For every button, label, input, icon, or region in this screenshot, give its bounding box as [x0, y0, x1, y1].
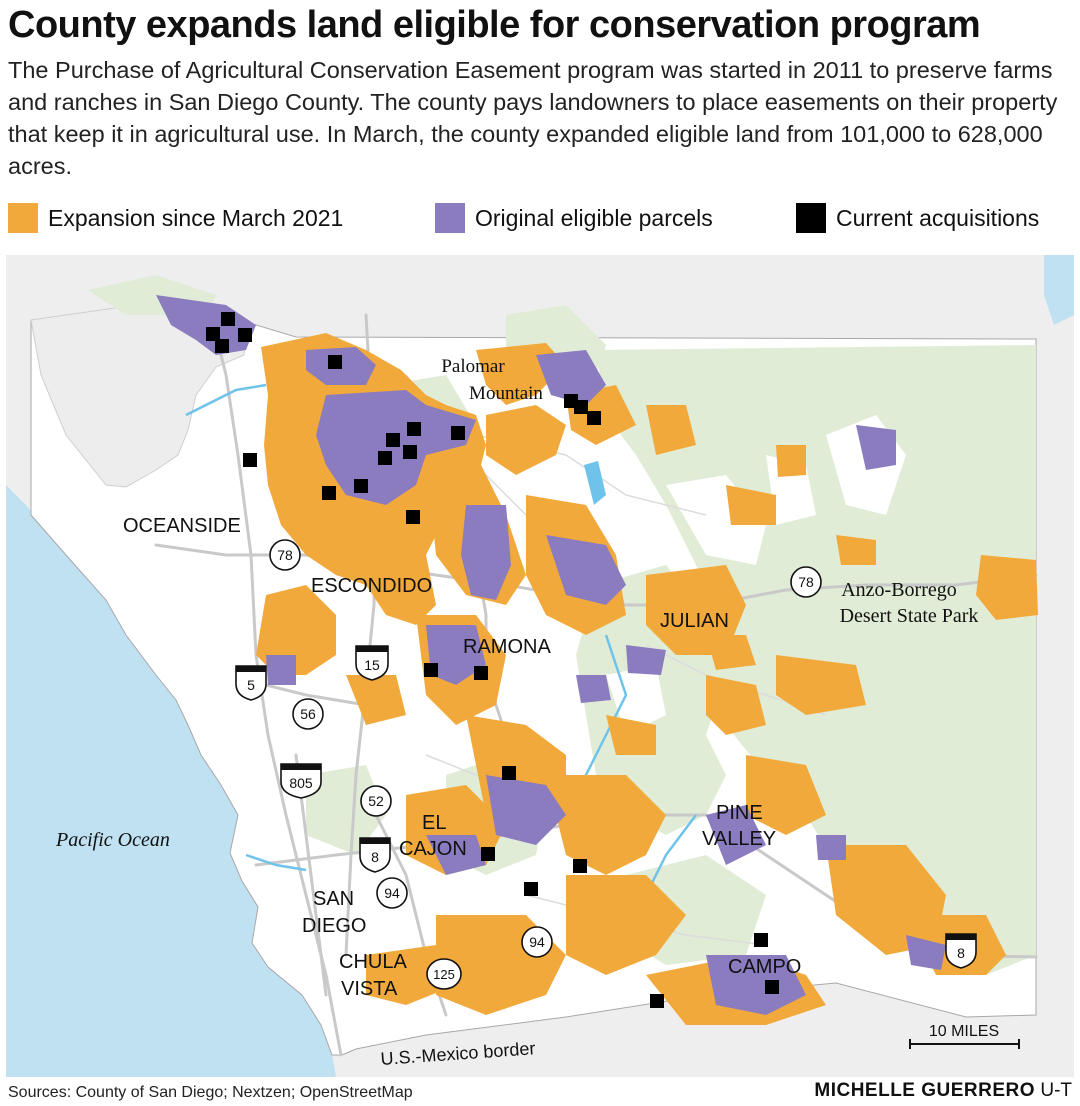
acquisition-marker — [328, 355, 342, 369]
label-oceanside: OCEANSIDE — [123, 515, 241, 537]
acquisition-marker — [243, 453, 257, 467]
acquisition-marker — [378, 451, 392, 465]
original-areas — [156, 295, 946, 1015]
route-94-east-label: 94 — [529, 934, 545, 950]
label-valley: VALLEY — [702, 828, 776, 850]
label-campo: CAMPO — [728, 956, 801, 978]
chart-title: County expands land eligible for conserv… — [8, 4, 981, 46]
interstate-805-shield: 805 — [280, 763, 322, 799]
legend-swatch-acquisitions — [796, 203, 826, 233]
route-125-shield: 125 — [426, 958, 462, 990]
acquisition-marker — [221, 312, 235, 326]
route-94-shield: 94 — [376, 877, 408, 909]
acquisition-marker — [481, 847, 495, 861]
interstate-8-west-shield: 8 — [359, 837, 391, 873]
label-pacific-ocean: Pacific Ocean — [55, 829, 170, 851]
legend-item-original: Original eligible parcels — [435, 200, 713, 236]
label-desert-state-park: Desert State Park — [840, 605, 979, 627]
acquisitions — [206, 312, 779, 1008]
acquisition-marker — [765, 980, 779, 994]
legend-swatch-original — [435, 203, 465, 233]
label-julian: JULIAN — [660, 610, 729, 632]
label-anzo-borrego: Anzo-Borrego — [841, 579, 957, 601]
label-cajon: CAJON — [399, 838, 467, 860]
route-56-label: 56 — [300, 706, 316, 722]
acquisition-marker — [524, 882, 538, 896]
acquisition-marker — [238, 328, 252, 342]
legend: Expansion since March 2021 Original elig… — [8, 200, 1078, 236]
scale-label: 10 MILES — [929, 1023, 999, 1040]
route-56-shield: 56 — [292, 698, 324, 730]
interstate-8-west-label: 8 — [371, 849, 379, 865]
interstate-8-east-shield: 8 — [945, 933, 977, 969]
county-map: 5 15 805 8 8 78 78 — [6, 255, 1074, 1077]
legend-item-expansion: Expansion since March 2021 — [8, 200, 343, 236]
acquisition-marker — [587, 411, 601, 425]
acquisition-marker — [502, 766, 516, 780]
route-52-shield: 52 — [360, 785, 392, 817]
state-route-shields: 78 78 56 52 94 94 125 — [269, 539, 822, 990]
interstate-5-label: 5 — [247, 677, 255, 693]
route-78-east-shield: 78 — [790, 566, 822, 598]
acquisition-marker — [215, 339, 229, 353]
salton-sea — [1044, 255, 1074, 325]
outlet: U-T — [1040, 1080, 1072, 1101]
interstate-5-shield: 5 — [235, 665, 267, 701]
label-mountain: Mountain — [469, 383, 543, 404]
route-125-label: 125 — [433, 967, 455, 982]
acquisition-marker — [451, 426, 465, 440]
byline: MICHELLE GUERRERO — [814, 1080, 1036, 1101]
label-vista: VISTA — [341, 978, 398, 1000]
label-pine: PINE — [716, 802, 763, 824]
scale-bar: 10 MILES — [909, 1023, 1020, 1049]
label-chula: CHULA — [339, 951, 407, 973]
route-94-label: 94 — [384, 885, 400, 901]
credit: MICHELLE GUERRERO U-T — [814, 1080, 1072, 1102]
label-diego: DIEGO — [302, 915, 366, 937]
acquisition-marker — [650, 994, 664, 1008]
acquisition-marker — [407, 422, 421, 436]
acquisition-marker — [406, 510, 420, 524]
acquisition-marker — [424, 663, 438, 677]
route-94-east-shield: 94 — [521, 926, 553, 958]
label-san: SAN — [313, 888, 354, 910]
label-ramona: RAMONA — [463, 636, 551, 658]
label-el: EL — [422, 812, 446, 834]
acquisition-marker — [386, 433, 400, 447]
acquisition-marker — [754, 933, 768, 947]
route-52-label: 52 — [368, 793, 384, 809]
interstate-15-shield: 15 — [355, 645, 389, 681]
acquisition-marker — [573, 859, 587, 873]
acquisition-marker — [206, 327, 220, 341]
sources-note: Sources: County of San Diego; Nextzen; O… — [8, 1084, 413, 1101]
place-labels: OCEANSIDE ESCONDIDO RAMONA JULIAN EL CAJ… — [123, 515, 801, 1000]
legend-item-acquisitions: Current acquisitions — [796, 200, 1039, 236]
route-78-shield: 78 — [269, 539, 301, 571]
serif-labels: Palomar Mountain Anzo-Borrego Desert Sta… — [55, 356, 978, 851]
acquisition-marker — [403, 445, 417, 459]
route-78-east-label: 78 — [798, 574, 814, 590]
legend-label-original: Original eligible parcels — [475, 204, 713, 231]
acquisition-marker — [354, 479, 368, 493]
legend-label-acquisitions: Current acquisitions — [836, 204, 1040, 231]
interstate-shields: 5 15 805 8 8 — [235, 645, 977, 969]
legend-swatch-expansion — [8, 203, 38, 233]
pacific-ocean — [6, 255, 336, 1077]
legend-label-expansion: Expansion since March 2021 — [48, 204, 344, 231]
interstate-8-east-label: 8 — [957, 945, 965, 961]
lake-henshaw — [584, 461, 606, 505]
acquisition-marker — [474, 666, 488, 680]
chart-subtitle: The Purchase of Agricultural Conservatio… — [8, 57, 1058, 179]
interstate-15-label: 15 — [364, 657, 380, 673]
acquisition-marker — [322, 486, 336, 500]
label-palomar: Palomar — [441, 356, 505, 377]
interstate-805-label: 805 — [289, 775, 313, 791]
acquisition-marker — [574, 400, 588, 414]
label-escondido: ESCONDIDO — [311, 575, 432, 597]
route-78-label: 78 — [277, 547, 293, 563]
